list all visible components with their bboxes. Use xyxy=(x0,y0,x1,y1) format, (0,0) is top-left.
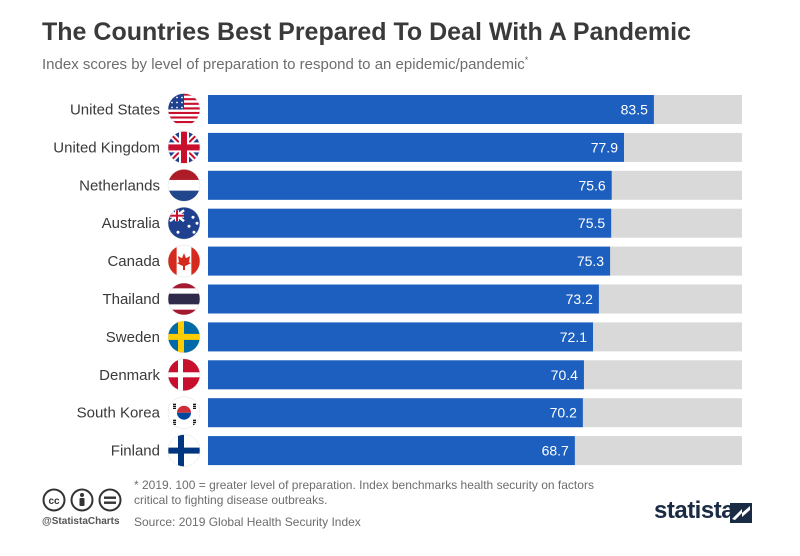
license-icons: cc xyxy=(42,488,122,512)
bar xyxy=(208,398,583,428)
netherlands-flag-icon xyxy=(167,169,201,202)
bar-row: Australia 75.5 xyxy=(102,206,742,240)
category-label: Australia xyxy=(102,215,161,232)
bar xyxy=(208,322,594,352)
value-label: 75.5 xyxy=(578,215,605,231)
bar xyxy=(208,208,612,238)
thailand-flag-icon xyxy=(167,282,201,316)
statista-handle: @StatistaCharts xyxy=(42,516,120,527)
subtitle-text: Index scores by level of preparation to … xyxy=(42,56,525,73)
finland-flag-icon xyxy=(167,434,201,467)
category-label: Denmark xyxy=(99,367,160,384)
bar-row: Canada 75.3 xyxy=(107,244,742,278)
bar-row: United Kingdom 77.9 xyxy=(53,131,742,164)
statista-logo: statista xyxy=(654,497,735,524)
bar-row: Thailand 73.2 xyxy=(102,282,742,316)
canada-flag-icon xyxy=(167,244,201,278)
denmark-flag-icon xyxy=(167,358,201,392)
south-korea-flag-icon xyxy=(167,396,201,429)
uk-flag-icon xyxy=(167,131,201,164)
bar-row: Sweden 72.1 xyxy=(106,320,742,354)
category-label: Netherlands xyxy=(79,177,160,194)
bar xyxy=(208,246,611,276)
category-label: Sweden xyxy=(106,329,160,346)
svg-text:cc: cc xyxy=(48,496,60,507)
value-label: 70.4 xyxy=(551,367,578,383)
category-label: Thailand xyxy=(102,291,160,308)
bar-row: South Korea 70.2 xyxy=(77,396,742,429)
bar-chart: United States 83.5 United Kingdom 77.9 Nethe… xyxy=(53,93,742,467)
bar-row: Netherlands 75.6 xyxy=(79,169,742,202)
category-label: Canada xyxy=(107,253,160,270)
us-flag-icon xyxy=(167,93,201,126)
value-label: 68.7 xyxy=(542,443,569,459)
bar-row: United States 83.5 xyxy=(70,93,742,126)
equals-icon xyxy=(98,488,122,512)
bar-row: Denmark 70.4 xyxy=(99,358,742,392)
chart-title: The Countries Best Prepared To Deal With… xyxy=(42,18,691,46)
attribution-icon xyxy=(70,488,94,512)
category-label: Finland xyxy=(111,443,160,460)
value-label: 70.2 xyxy=(550,405,577,421)
sweden-flag-icon xyxy=(167,320,201,354)
footnote: * 2019. 100 = greater level of preparati… xyxy=(134,478,594,507)
value-label: 77.9 xyxy=(591,139,618,155)
value-label: 72.1 xyxy=(560,329,587,345)
bar xyxy=(208,132,624,162)
bar xyxy=(208,95,654,124)
statista-logo-icon xyxy=(730,503,752,523)
subtitle-footnote-mark: * xyxy=(524,55,529,65)
bar xyxy=(208,360,584,390)
source-note: Source: 2019 Global Health Security Inde… xyxy=(134,515,361,529)
bar-row: Finland 68.7 xyxy=(111,434,742,467)
value-label: 83.5 xyxy=(621,102,648,118)
australia-flag-icon xyxy=(167,206,201,240)
category-label: South Korea xyxy=(77,405,161,422)
cc-icon: cc xyxy=(42,488,66,512)
value-label: 73.2 xyxy=(566,291,593,307)
value-label: 75.6 xyxy=(578,177,605,193)
category-label: United Kingdom xyxy=(53,139,160,156)
bar xyxy=(208,284,599,314)
bar xyxy=(208,436,575,466)
bar xyxy=(208,170,612,200)
chart-subtitle: Index scores by level of preparation to … xyxy=(42,55,528,73)
category-label: United States xyxy=(70,102,160,119)
value-label: 75.3 xyxy=(577,253,604,269)
